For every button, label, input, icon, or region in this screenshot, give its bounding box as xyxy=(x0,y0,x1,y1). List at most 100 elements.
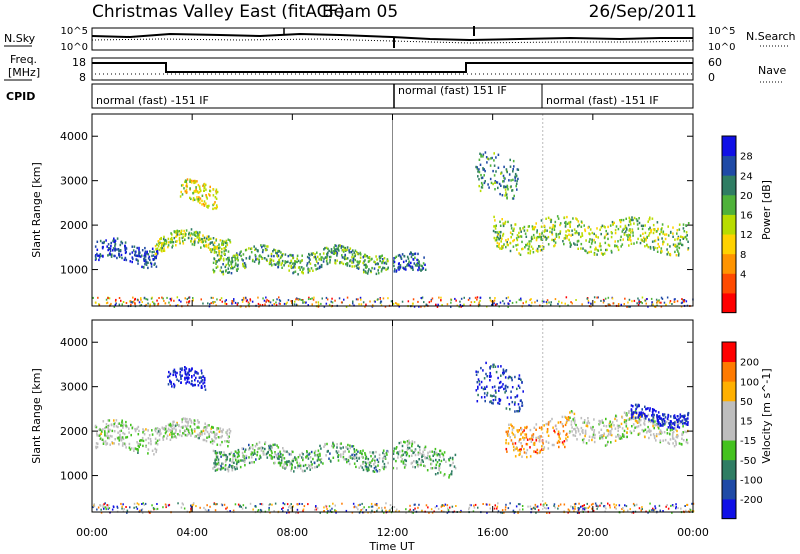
velocity-colorbar-swatch xyxy=(722,499,736,520)
velocity-cell xyxy=(599,437,601,440)
velocity-cell xyxy=(515,505,518,508)
velocity-cell xyxy=(669,426,672,429)
velocity-cell xyxy=(317,455,320,459)
power-cell xyxy=(321,297,323,300)
velocity-cell xyxy=(568,431,571,434)
power-cell xyxy=(604,297,607,300)
power-cell xyxy=(544,228,546,232)
power-cell xyxy=(114,244,116,247)
velocity-cell xyxy=(236,451,238,455)
power-cell xyxy=(543,230,546,233)
velocity-cell xyxy=(387,461,389,465)
velocity-cell xyxy=(328,505,331,508)
power-cell xyxy=(213,202,215,206)
power-cell xyxy=(360,298,362,301)
power-cell xyxy=(656,230,658,233)
power-cell xyxy=(469,304,472,307)
velocity-cell xyxy=(258,441,261,444)
velocity-cell xyxy=(597,505,599,508)
power-cell xyxy=(141,249,144,252)
velocity-cell xyxy=(536,505,539,508)
power-cell xyxy=(162,237,165,241)
velocity-cell xyxy=(216,503,218,506)
velocity-cell xyxy=(128,431,130,434)
power-cell xyxy=(619,225,622,228)
velocity-cell xyxy=(106,442,109,445)
power-cell xyxy=(294,300,296,303)
velocity-cell xyxy=(523,438,525,441)
power-cell xyxy=(478,184,480,188)
velocity-cell xyxy=(671,511,673,514)
velocity-cell xyxy=(206,424,209,427)
velocity-cell xyxy=(205,426,208,429)
power-cell xyxy=(267,254,270,258)
velocity-cell xyxy=(500,374,502,377)
velocity-cell xyxy=(176,378,178,381)
velocity-cell xyxy=(591,507,593,510)
power-cell xyxy=(190,228,193,231)
power-cell xyxy=(180,300,182,303)
power-cell xyxy=(178,230,181,233)
power-cell xyxy=(203,189,205,192)
velocity-cell xyxy=(278,457,280,460)
power-cell xyxy=(678,246,681,250)
power-cell xyxy=(476,167,479,171)
power-cell xyxy=(294,260,297,263)
velocity-cell xyxy=(521,380,523,384)
velocity-cell xyxy=(191,429,193,432)
velocity-cell xyxy=(619,437,621,440)
power-cell xyxy=(353,255,355,259)
power-cell xyxy=(199,187,201,190)
power-cell xyxy=(411,302,414,305)
velocity-cell xyxy=(489,400,491,404)
power-cell xyxy=(426,304,428,307)
power-cell xyxy=(660,228,663,231)
velocity-cell xyxy=(362,449,364,452)
power-cell xyxy=(202,302,204,305)
velocity-cell xyxy=(502,383,504,386)
velocity-cell xyxy=(570,423,573,426)
power-cell xyxy=(307,268,310,271)
velocity-cell xyxy=(136,507,139,510)
velocity-cell xyxy=(411,440,414,443)
velocity-cell xyxy=(576,512,579,514)
velocity-cell xyxy=(111,435,113,438)
power-cell xyxy=(508,173,511,176)
velocity-cell xyxy=(569,411,571,414)
power-cell xyxy=(228,259,230,262)
velocity-cell xyxy=(599,504,601,507)
power-cell xyxy=(496,241,499,245)
power-cell xyxy=(138,301,141,304)
power-cell xyxy=(264,257,266,260)
power-cell xyxy=(482,155,484,158)
power-cell xyxy=(546,237,548,240)
power-cell xyxy=(224,302,226,305)
power-cell xyxy=(186,191,188,194)
velocity-cell xyxy=(358,457,360,460)
velocity-cell xyxy=(428,457,430,461)
power-cell xyxy=(279,302,281,305)
power-cell xyxy=(105,298,108,301)
power-cell xyxy=(373,260,375,263)
velocity-cell xyxy=(522,508,524,511)
power-cell xyxy=(498,244,500,248)
velocity-cell xyxy=(659,430,661,434)
velocity-cell xyxy=(454,467,457,470)
power-cell xyxy=(299,268,301,271)
velocity-ytick-label: 3000 xyxy=(60,381,88,394)
power-cell xyxy=(352,257,355,261)
power-cell xyxy=(349,304,351,307)
power-cell xyxy=(109,247,112,250)
velocity-cell xyxy=(497,510,500,513)
velocity-cell xyxy=(417,451,420,454)
velocity-cell xyxy=(343,458,345,461)
power-cell xyxy=(530,240,532,243)
velocity-cell xyxy=(557,504,560,507)
velocity-cell xyxy=(508,375,510,379)
velocity-cell xyxy=(672,504,674,507)
power-cell xyxy=(244,263,247,267)
velocity-cell xyxy=(518,409,521,413)
power-cell xyxy=(551,231,553,234)
power-cell xyxy=(326,262,329,266)
power-cell xyxy=(651,240,654,243)
